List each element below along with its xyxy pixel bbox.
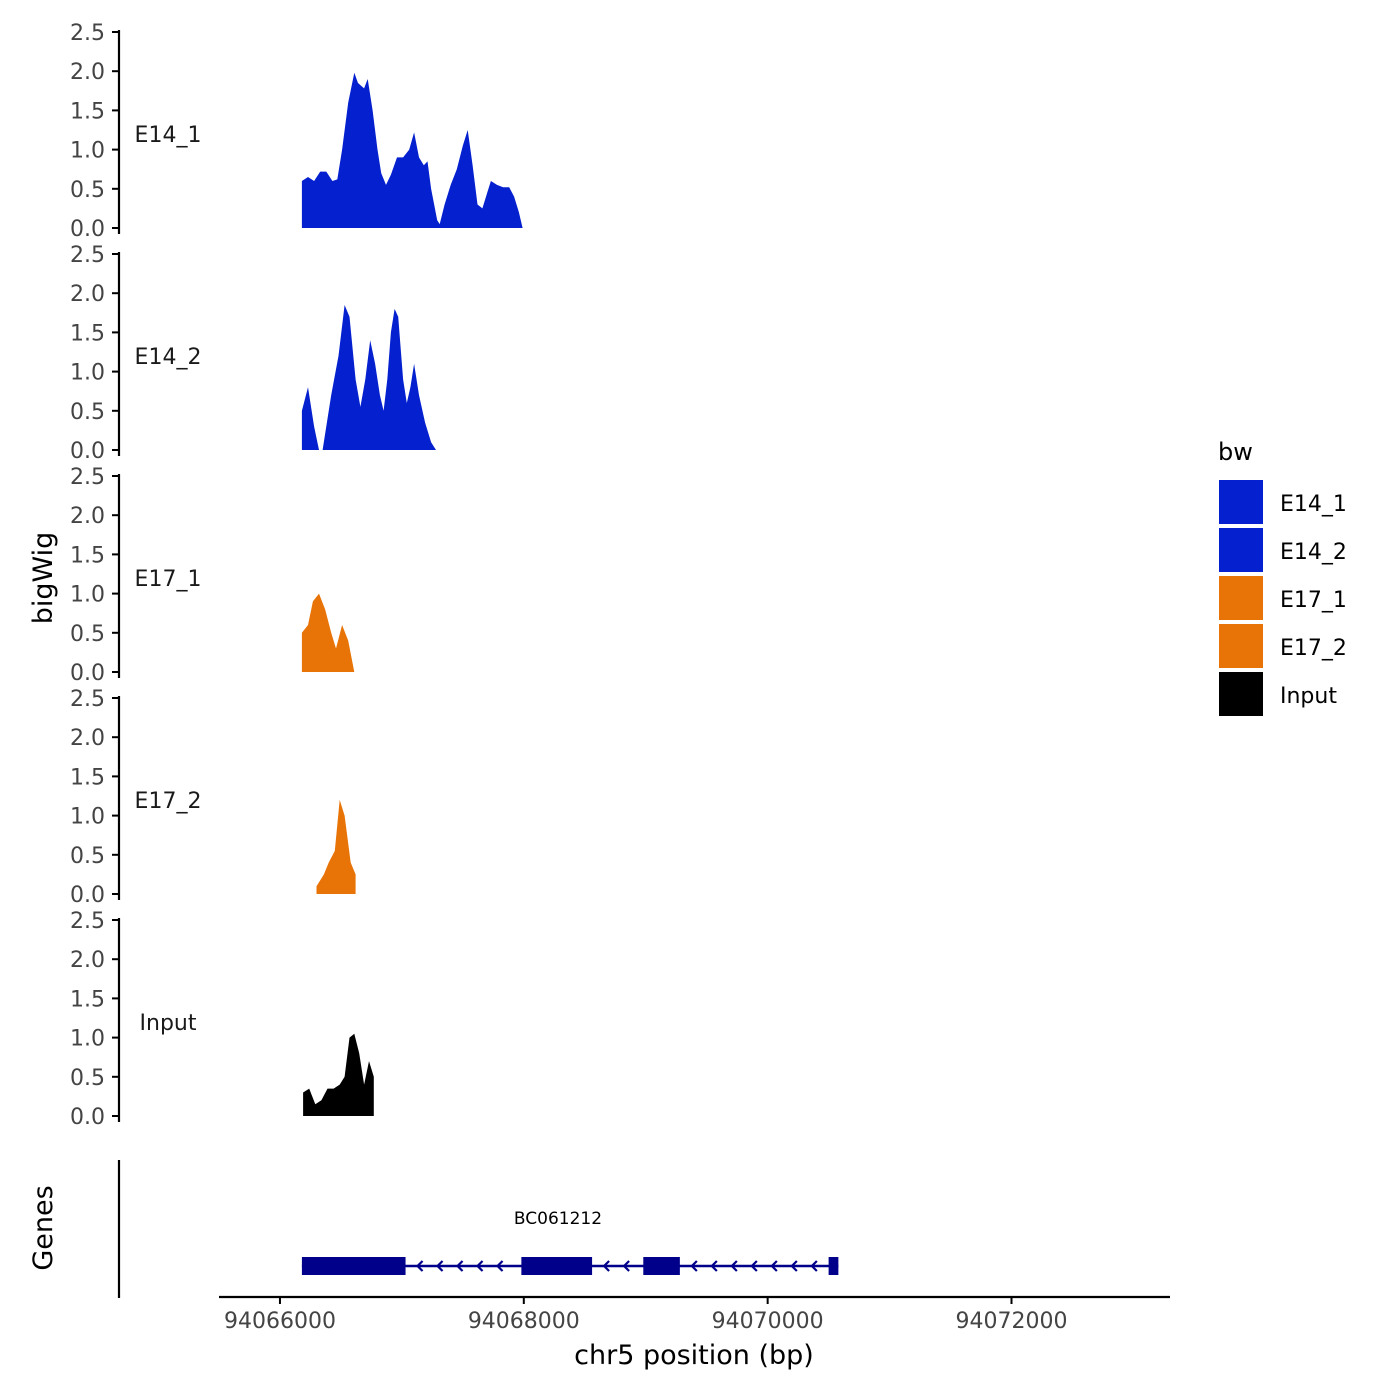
track-panel-E17_2: 0.0 0.5 1.0 1.5 2.0 2.5 E17_2 [70,687,356,908]
track-label-Input: Input [140,1011,197,1036]
legend-item-E17_2: E17_2 [1219,624,1347,668]
y-tick-label: 0.5 [70,400,105,425]
strand-arrow [475,1260,484,1272]
strand-arrow [810,1260,818,1272]
y-tick-label: 2.0 [70,726,105,751]
strand-arrow [622,1260,630,1272]
track-panel-E14_2: 0.0 0.5 1.0 1.5 2.0 2.5 E14_2 [70,243,436,464]
legend-item-E14_2: E14_2 [1219,528,1347,572]
y-tick-label: 2.0 [70,504,105,529]
y-tick-label: 1.0 [70,1027,105,1052]
x-tick-label: 94070000 [712,1309,824,1334]
y-tick-label: 1.5 [70,99,105,124]
coverage-area-E14_2 [301,305,436,450]
strand-arrow [455,1260,464,1272]
legend-label: E17_2 [1280,636,1347,661]
coverage-area-E17_1 [301,593,355,672]
strand-arrow [730,1260,738,1272]
strand-arrow [415,1260,424,1272]
y-tick-label: 2.5 [70,687,105,712]
y-tick-label: 0.5 [70,622,105,647]
y-tick-label: 0.5 [70,1066,105,1091]
y-tick-label: 2.5 [70,243,105,268]
track-label-E17_2: E17_2 [135,789,202,814]
x-tick-label: 94068000 [468,1309,580,1334]
gene-exon [643,1257,680,1275]
y-tick-label: 1.0 [70,361,105,386]
y-tick-label: 1.5 [70,543,105,568]
x-tick-label: 94066000 [224,1309,336,1334]
legend-label: E14_2 [1280,540,1347,565]
y-tick-label: 0.0 [70,439,105,464]
legend-item-E17_1: E17_1 [1219,576,1347,620]
legend-label: Input [1280,684,1337,709]
legend-swatch [1219,480,1263,524]
strand-arrow [602,1260,610,1272]
y-tick-label: 0.5 [70,844,105,869]
track-label-E14_1: E14_1 [135,123,202,148]
legend-swatch [1219,624,1263,668]
coverage-area-E17_2 [316,799,356,894]
legend-item-Input: Input [1219,672,1337,716]
coverage-area-E14_1 [301,72,523,228]
x-tick-label: 94072000 [956,1309,1068,1334]
legend-title: bw [1218,438,1253,466]
track-label-E14_2: E14_2 [135,345,202,370]
x-axis-label: chr5 position (bp) [574,1340,814,1371]
legend-swatch [1219,528,1263,572]
strand-arrow [750,1260,758,1272]
y-tick-label: 1.0 [70,139,105,164]
legend-label: E17_1 [1280,588,1347,613]
strand-arrow [690,1260,698,1272]
gene-exon [301,1257,406,1275]
gene-exon [521,1257,593,1275]
y-tick-label: 2.0 [70,282,105,307]
y-tick-label: 2.5 [70,909,105,934]
y-tick-label: 2.0 [70,60,105,85]
gene-name-label: BC061212 [514,1209,602,1229]
y-tick-label: 2.5 [70,465,105,490]
y-tick-label: 0.0 [70,661,105,686]
strand-arrow [770,1260,778,1272]
coverage-area-Input [303,1033,374,1116]
track-label-E17_1: E17_1 [135,567,202,592]
y-tick-label: 0.0 [70,1105,105,1130]
legend-swatch [1219,576,1263,620]
track-panel-E17_1: 0.0 0.5 1.0 1.5 2.0 2.5 E17_1 [70,465,355,686]
y-axis-label: bigWig [28,532,59,625]
strand-arrow [435,1260,444,1272]
legend-item-E14_1: E14_1 [1219,480,1347,524]
y-tick-label: 0.0 [70,217,105,242]
y-tick-label: 2.5 [70,21,105,46]
y-tick-label: 1.0 [70,583,105,608]
gene-exon [828,1257,839,1275]
strand-arrow [710,1260,718,1272]
track-panel-Input: 0.0 0.5 1.0 1.5 2.0 2.5 Input [70,909,374,1130]
genes-axis-label: Genes [28,1185,59,1270]
y-tick-label: 1.5 [70,321,105,346]
y-tick-label: 0.0 [70,883,105,908]
legend-label: E14_1 [1280,492,1347,517]
strand-arrow [495,1260,504,1272]
track-panel-E14_1: 0.0 0.5 1.0 1.5 2.0 2.5 E14_1 [70,21,523,242]
y-tick-label: 0.5 [70,178,105,203]
y-tick-label: 1.5 [70,987,105,1012]
y-tick-label: 2.0 [70,948,105,973]
y-tick-label: 1.0 [70,805,105,830]
strand-arrow [790,1260,798,1272]
legend-swatch [1219,672,1263,716]
y-tick-label: 1.5 [70,765,105,790]
